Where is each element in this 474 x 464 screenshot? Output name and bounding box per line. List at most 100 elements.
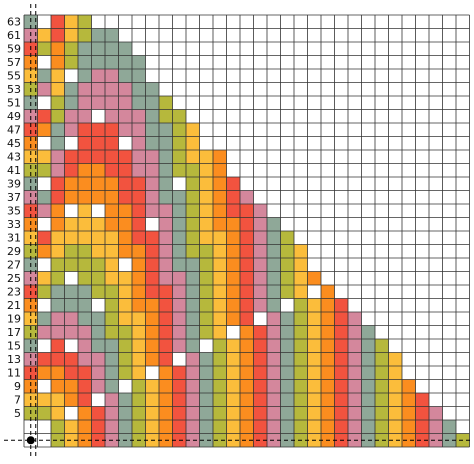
cell — [91, 96, 105, 110]
cell — [91, 325, 105, 339]
cell — [240, 312, 254, 326]
cell — [348, 366, 362, 380]
cell — [51, 163, 65, 177]
cell — [240, 366, 254, 380]
cell — [37, 298, 51, 312]
cell — [78, 55, 92, 69]
cell — [91, 136, 105, 150]
cell — [64, 285, 78, 299]
cell — [361, 393, 375, 407]
cell — [267, 366, 281, 380]
cell — [226, 393, 240, 407]
cell — [321, 379, 335, 393]
row-label: 41 — [7, 164, 21, 177]
cell — [348, 339, 362, 353]
cell — [375, 420, 389, 434]
cell — [294, 258, 308, 272]
label-bg — [3, 84, 23, 95]
cell — [226, 285, 240, 299]
cell — [132, 244, 146, 258]
cell — [159, 379, 173, 393]
cell — [118, 271, 132, 285]
cell — [307, 379, 321, 393]
cell — [226, 271, 240, 285]
cell — [64, 312, 78, 326]
cell — [78, 69, 92, 83]
cell — [402, 379, 416, 393]
cell — [186, 325, 200, 339]
cell — [91, 177, 105, 191]
cell — [78, 109, 92, 123]
label-bg — [3, 340, 23, 351]
cell — [78, 406, 92, 420]
cell — [91, 258, 105, 272]
cell — [307, 393, 321, 407]
cell — [24, 379, 38, 393]
cell — [105, 217, 119, 231]
row-label: 63 — [7, 15, 21, 28]
cell — [105, 42, 119, 56]
cell — [118, 298, 132, 312]
row-label: 17 — [7, 326, 21, 339]
cell — [105, 285, 119, 299]
cell — [78, 136, 92, 150]
cell — [267, 393, 281, 407]
cell — [78, 231, 92, 245]
cell — [186, 190, 200, 204]
cell — [145, 136, 159, 150]
cell — [159, 271, 173, 285]
cell — [199, 163, 213, 177]
cell — [402, 433, 416, 447]
cell — [294, 325, 308, 339]
cell — [145, 406, 159, 420]
cell — [105, 366, 119, 380]
row-label: 37 — [7, 191, 21, 204]
cell — [51, 339, 65, 353]
cell — [37, 379, 51, 393]
label-bg — [3, 232, 23, 243]
cell — [186, 177, 200, 191]
cell — [105, 69, 119, 83]
cell — [118, 244, 132, 258]
cell — [105, 123, 119, 137]
row-label: 15 — [7, 339, 21, 352]
cell — [51, 82, 65, 96]
cell — [91, 82, 105, 96]
cell — [24, 163, 38, 177]
cell — [213, 258, 227, 272]
cell — [280, 312, 294, 326]
cell — [51, 42, 65, 56]
cell — [321, 420, 335, 434]
cell — [280, 244, 294, 258]
cell — [442, 433, 456, 447]
cell — [294, 352, 308, 366]
cell — [118, 217, 132, 231]
cell — [51, 231, 65, 245]
cell — [64, 393, 78, 407]
cell — [186, 123, 200, 137]
cell — [91, 352, 105, 366]
cell — [37, 109, 51, 123]
cell — [118, 163, 132, 177]
cell — [321, 366, 335, 380]
cell — [159, 163, 173, 177]
cell — [213, 150, 227, 164]
cell — [213, 312, 227, 326]
cell — [240, 244, 254, 258]
cell — [64, 190, 78, 204]
cell — [334, 406, 348, 420]
cell — [226, 298, 240, 312]
label-bg — [3, 151, 23, 162]
cell — [213, 231, 227, 245]
cell — [132, 420, 146, 434]
cell — [199, 352, 213, 366]
cell — [105, 312, 119, 326]
cell — [321, 406, 335, 420]
cell — [24, 136, 38, 150]
cell — [321, 393, 335, 407]
cell — [348, 325, 362, 339]
cell — [388, 366, 402, 380]
cell — [118, 150, 132, 164]
cell — [159, 190, 173, 204]
cell — [132, 366, 146, 380]
